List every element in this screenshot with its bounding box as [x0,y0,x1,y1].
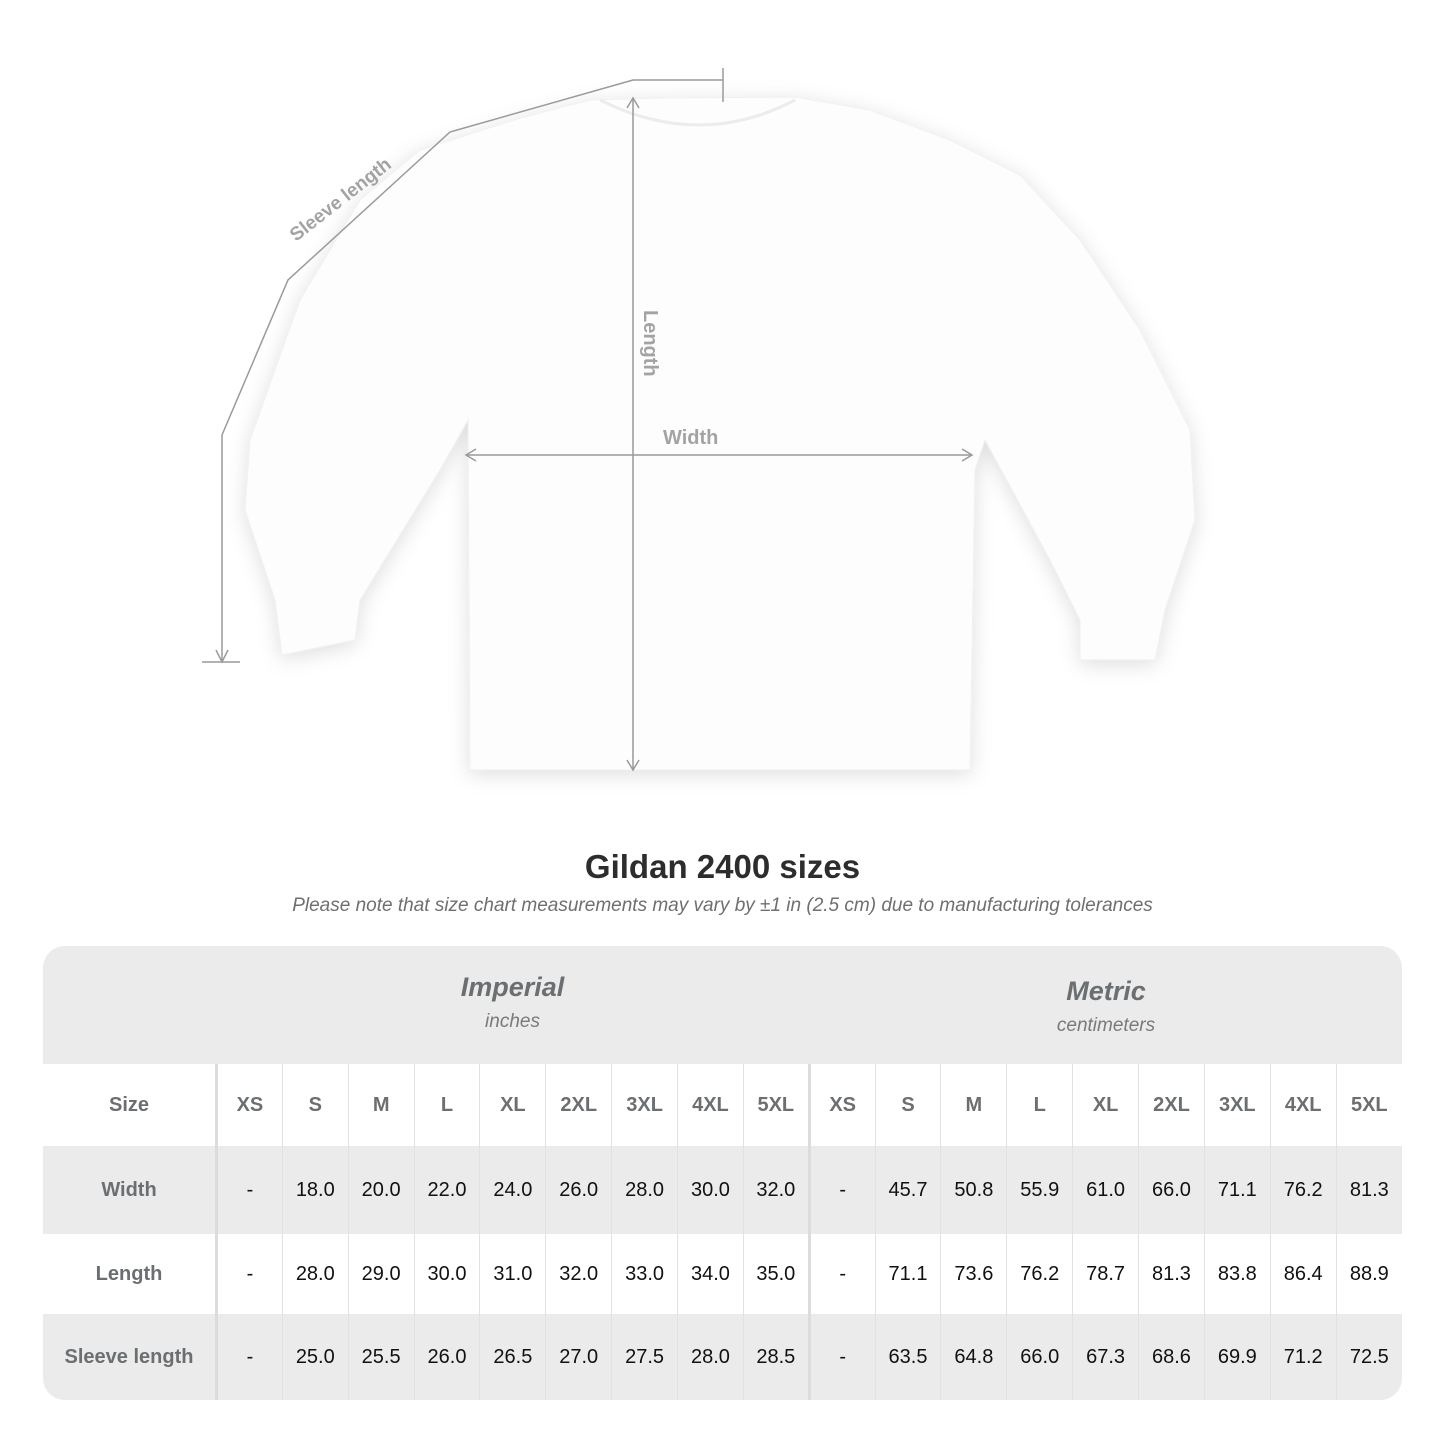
metric-value: 69.9 [1203,1314,1271,1400]
imperial-value: 25.0 [281,1314,349,1400]
metric-value: 64.8 [940,1314,1007,1400]
metric-value: 88.9 [1335,1234,1402,1314]
imperial-size-s: S [281,1064,349,1146]
imperial-size-5xl: 5XL [742,1064,810,1146]
metric-size-3xl: 3XL [1203,1064,1271,1146]
imperial-value: 20.0 [347,1146,415,1234]
imperial-size-3xl: 3XL [611,1064,678,1146]
metric-value: 66.0 [1138,1146,1205,1234]
metric-size-s: S [874,1064,941,1146]
imperial-value: 35.0 [742,1234,810,1314]
row-label: Width [43,1146,218,1234]
imperial-value: 18.0 [281,1146,349,1234]
imperial-size-xs: XS [216,1064,283,1146]
metric-value: 76.2 [1269,1146,1337,1234]
width-label: Width [663,427,718,449]
metric-size-5xl: 5XL [1335,1064,1402,1146]
imperial-value: 30.0 [677,1146,744,1234]
metric-size-l: L [1006,1064,1073,1146]
metric-value: 81.3 [1138,1234,1205,1314]
table-header-row: Size XS S M L XL 2XL 3XL 4XL 5XL XS S M L XL 2XL 3XL 4XL 5… [43,1064,1402,1146]
imperial-size-4xl: 4XL [677,1064,744,1146]
imperial-value: 29.0 [347,1234,415,1314]
imperial-value: 33.0 [611,1234,678,1314]
metric-value: 73.6 [940,1234,1007,1314]
imperial-value: 27.5 [611,1314,678,1400]
imperial-value: 32.0 [742,1146,810,1234]
imperial-value: 26.0 [545,1146,612,1234]
page-title: Gildan 2400 sizes [584,848,861,885]
imperial-unit: inches [485,1011,540,1032]
imperial-size-2xl: 2XL [545,1064,612,1146]
row-label: Sleeve length [43,1314,218,1400]
imperial-size-l: L [413,1064,480,1146]
metric-size-m: M [940,1064,1007,1146]
metric-value: 78.7 [1072,1234,1139,1314]
metric-value: 66.0 [1006,1314,1073,1400]
metric-value: - [807,1234,876,1314]
metric-value: 71.1 [1203,1146,1271,1234]
metric-size-xl: XL [1072,1064,1139,1146]
metric-value: 67.3 [1072,1314,1139,1400]
imperial-value: - [216,1146,283,1234]
metric-value: 50.8 [940,1146,1007,1234]
metric-value: 83.8 [1203,1234,1271,1314]
metric-value: 71.1 [874,1234,941,1314]
imperial-title: Imperial [460,972,565,1002]
shirt-diagram: Sleeve length Length Width [202,68,1196,772]
shirt-shape [244,96,1196,771]
metric-value: 72.5 [1335,1314,1402,1400]
metric-value: 71.2 [1269,1314,1337,1400]
metric-value: 45.7 [874,1146,941,1234]
imperial-value: 34.0 [677,1234,744,1314]
imperial-value: 25.5 [347,1314,415,1400]
imperial-value: 28.0 [281,1234,349,1314]
row-label: Length [43,1234,218,1314]
metric-value: 81.3 [1335,1146,1402,1234]
metric-size-4xl: 4XL [1269,1064,1337,1146]
metric-value: 76.2 [1006,1234,1073,1314]
imperial-value: 28.0 [611,1146,678,1234]
size-table: Size XS S M L XL 2XL 3XL 4XL 5XL XS S M L XL 2XL 3XL 4XL 5… [43,1064,1402,1400]
metric-value: 63.5 [874,1314,941,1400]
length-label: Length [639,310,661,377]
imperial-value: - [216,1314,283,1400]
metric-value: 86.4 [1269,1234,1337,1314]
imperial-value: 28.5 [742,1314,810,1400]
metric-unit: centimeters [1056,1015,1156,1036]
imperial-value: - [216,1234,283,1314]
imperial-header: Imperial inches [215,946,810,1064]
imperial-value: 31.0 [479,1234,546,1314]
metric-title: Metric [1066,976,1146,1006]
measurement-lines [202,68,974,772]
table-row: Width -18.0 20.0 22.0 24.0 26.0 28.0 30.0 32.0-4… [43,1146,1402,1234]
metric-value: - [807,1314,876,1400]
table-row: Length -28.0 29.0 30.0 31.0 32.0 33.0 34.0 35.0-… [43,1234,1402,1314]
metric-value: 61.0 [1072,1146,1139,1234]
imperial-value: 24.0 [479,1146,546,1234]
metric-value: 68.6 [1138,1314,1205,1400]
metric-header: Metric centimeters [810,946,1402,1064]
imperial-value: 32.0 [545,1234,612,1314]
metric-value: 55.9 [1006,1146,1073,1234]
imperial-size-m: M [347,1064,415,1146]
imperial-value: 28.0 [677,1314,744,1400]
metric-size-2xl: 2XL [1138,1064,1205,1146]
imperial-value: 30.0 [413,1234,480,1314]
imperial-value: 22.0 [413,1146,480,1234]
table-row: Sleeve length -25.0 25.5 26.0 26.5 27.0 27.5 28… [43,1314,1402,1400]
size-header: Size [43,1064,218,1146]
tolerance-note: Please note that size chart measurements… [292,895,1153,916]
metric-size-xs: XS [807,1064,876,1146]
size-table-panel: Imperial inches Metric centimeters Size X… [43,946,1402,1400]
imperial-value: 26.0 [413,1314,480,1400]
imperial-value: 27.0 [545,1314,612,1400]
metric-value: - [807,1146,876,1234]
imperial-value: 26.5 [479,1314,546,1400]
imperial-size-xl: XL [479,1064,546,1146]
